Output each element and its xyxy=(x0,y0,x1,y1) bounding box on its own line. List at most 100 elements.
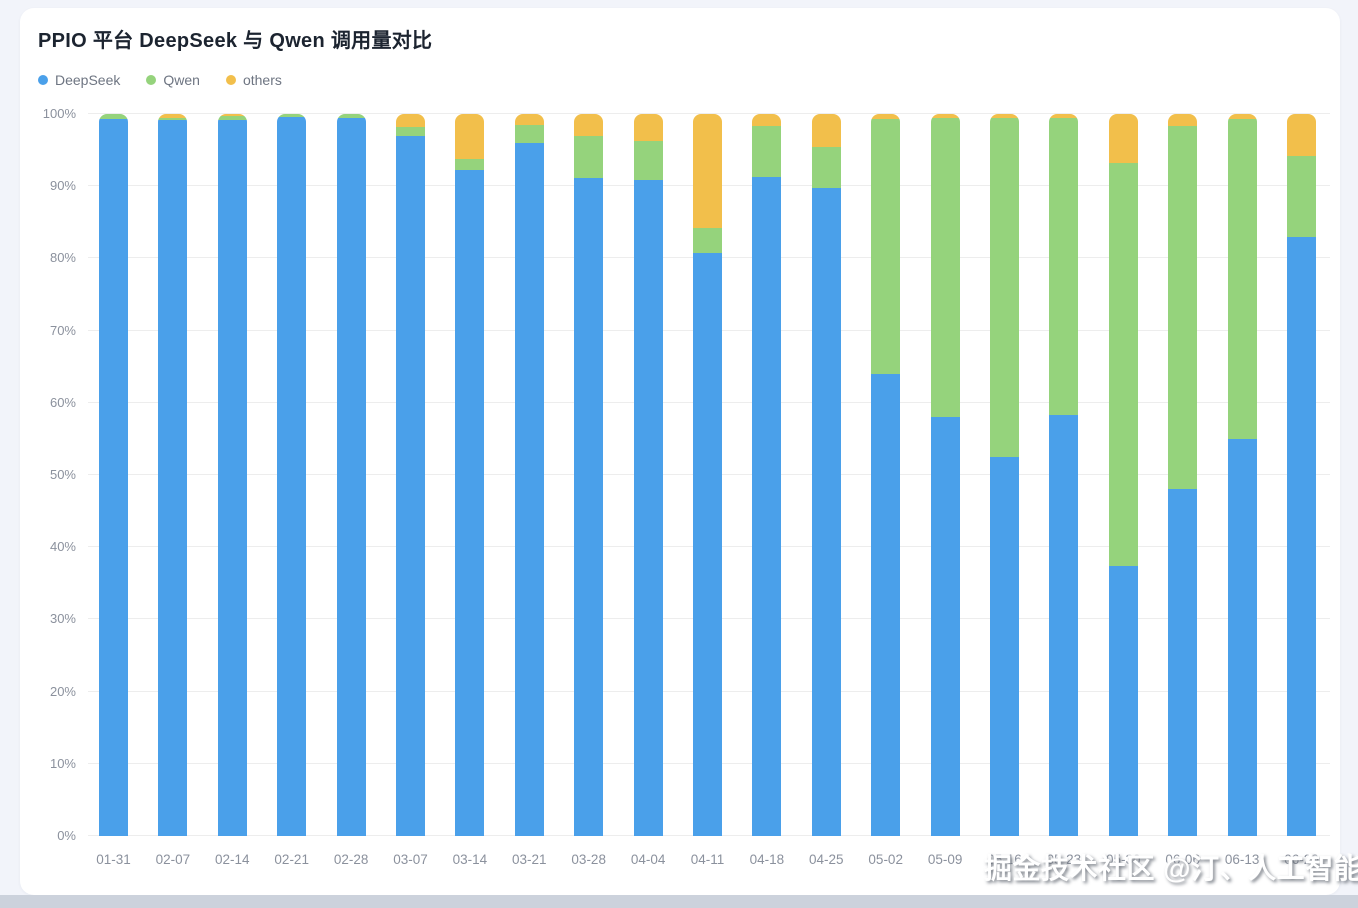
stacked-bar-06-13 xyxy=(1227,114,1257,836)
y-tick-label: 10% xyxy=(49,755,76,771)
bar-segment-deepseek xyxy=(99,119,128,836)
y-tick-label: 70% xyxy=(49,322,76,338)
bar-segment-others xyxy=(514,114,544,125)
chart-title: PPIO 平台 DeepSeek 与 Qwen 调用量对比 xyxy=(38,30,433,52)
stacked-bar-04-04 xyxy=(633,114,663,836)
bar-segment-qwen xyxy=(990,117,1019,457)
x-tick-label: 04-18 xyxy=(749,852,785,867)
bar-segment-deepseek xyxy=(336,118,366,836)
stacked-bar-05-09 xyxy=(930,114,960,836)
bar-segment-qwen xyxy=(811,147,841,188)
bar-segment-qwen xyxy=(1168,126,1198,490)
bar-segment-others xyxy=(990,114,1019,118)
bar-segment-others xyxy=(1227,114,1257,120)
x-tick-label: 05-09 xyxy=(927,852,963,867)
x-tick-label: 06-06 xyxy=(1165,852,1200,867)
bar-segment-deepseek xyxy=(455,170,485,836)
x-tick-label: 02-14 xyxy=(215,852,250,867)
stacked-bar-06-20 xyxy=(1287,114,1316,836)
bar-segment-qwen xyxy=(336,114,366,119)
bar-segment-others xyxy=(811,114,841,148)
chart-card: PPIO 平台 DeepSeek 与 Qwen 调用量对比 DeepSeek Qw… xyxy=(20,8,1340,895)
bar-segment-deepseek xyxy=(574,178,604,836)
bar-segment-others xyxy=(930,114,960,118)
bar-segment-deepseek xyxy=(158,119,188,836)
bar-segment-others xyxy=(574,114,604,137)
bar-segment-qwen xyxy=(574,136,604,179)
stacked-bar-02-14 xyxy=(217,114,247,836)
bar-segment-qwen xyxy=(633,141,663,181)
bottom-strip xyxy=(0,895,1358,908)
x-tick-label: 03-21 xyxy=(512,852,547,867)
x-axis: 01-31 02-07 02-14 02-21 02-28 03-07 03-14 03-21… xyxy=(88,850,1330,876)
stacked-bar-04-11 xyxy=(693,114,722,836)
stacked-bar-04-25 xyxy=(811,114,841,836)
bar-segment-qwen xyxy=(99,114,128,120)
y-tick-label: 100% xyxy=(42,106,76,121)
y-tick-label: 0% xyxy=(57,828,76,843)
bar-segment-deepseek xyxy=(514,142,544,836)
bar-segment-deepseek xyxy=(217,119,247,836)
bar-segment-deepseek xyxy=(811,187,841,836)
bar-segment-qwen xyxy=(1227,119,1257,439)
bar-segment-others xyxy=(1049,114,1079,118)
y-tick-label: 50% xyxy=(49,467,76,482)
bar-segment-deepseek xyxy=(930,417,960,836)
bar-segment-deepseek xyxy=(396,135,425,836)
bar-segment-qwen xyxy=(277,114,307,117)
legend-item-qwen[interactable]: Qwen xyxy=(146,72,200,88)
bar-segment-others xyxy=(396,114,425,128)
bar-segment-qwen xyxy=(1108,163,1138,566)
legend-dot-icon xyxy=(38,75,48,85)
stacked-bar-03-21 xyxy=(514,114,544,836)
stacked-bar-06-06 xyxy=(1168,114,1198,836)
bar-segment-deepseek xyxy=(693,253,722,836)
y-tick-label: 60% xyxy=(49,394,76,410)
stacked-bar-03-14 xyxy=(455,114,485,836)
bar-segment-deepseek xyxy=(1287,237,1316,836)
bar-segment-qwen xyxy=(396,127,425,136)
bar-segment-others xyxy=(1108,114,1138,164)
x-tick-label: 02-28 xyxy=(333,852,369,867)
x-tick-label: 03-07 xyxy=(393,852,428,867)
stacked-bar-05-16 xyxy=(990,114,1019,836)
y-axis: 0% 10% 20% 30% 40% 50% 60% 70% 80% 90% 100% xyxy=(20,106,76,843)
gridline xyxy=(88,113,1330,114)
y-tick-label: 20% xyxy=(49,683,76,699)
bar-segment-qwen xyxy=(1287,155,1316,238)
plot-area xyxy=(88,113,1330,836)
bar-segment-others xyxy=(752,114,782,126)
bar-segment-others xyxy=(158,114,188,118)
bar-segment-qwen xyxy=(930,117,960,418)
legend-label: others xyxy=(242,72,282,88)
legend-item-others[interactable]: others xyxy=(225,72,282,88)
bar-segment-deepseek xyxy=(1227,438,1257,836)
bar-segment-others xyxy=(1168,114,1198,127)
x-tick-label: 06-13 xyxy=(1224,852,1260,867)
x-tick-label: 05-02 xyxy=(868,852,903,867)
legend-label: DeepSeek xyxy=(55,72,121,88)
stacked-bar-05-30 xyxy=(1108,114,1138,836)
legend-item-deepseek[interactable]: DeepSeek xyxy=(38,72,120,88)
bar-segment-qwen xyxy=(158,117,188,120)
bar-segment-others xyxy=(871,114,901,120)
bar-segment-deepseek xyxy=(990,456,1019,836)
stacked-bar-02-28 xyxy=(336,114,366,836)
stacked-bar-05-02 xyxy=(871,114,901,836)
bar-segment-deepseek xyxy=(1108,565,1138,836)
bar-segment-deepseek xyxy=(277,116,307,836)
y-tick-label: 90% xyxy=(49,178,76,194)
stacked-bar-04-18 xyxy=(752,114,782,836)
bar-segment-qwen xyxy=(1049,117,1079,416)
x-tick-label: 05-16 xyxy=(987,852,1022,867)
bar-segment-deepseek xyxy=(1049,415,1079,836)
stacked-bar-03-07 xyxy=(396,114,425,836)
legend: DeepSeek Qwen others xyxy=(38,70,282,90)
x-tick-label: 03-28 xyxy=(571,852,606,867)
bar-segment-qwen xyxy=(514,124,544,143)
bar-segment-qwen xyxy=(455,158,485,171)
x-tick-label: 02-07 xyxy=(155,852,191,867)
stacked-bar-02-07 xyxy=(158,114,188,836)
bar-segment-others xyxy=(217,114,247,117)
x-tick-label: 02-21 xyxy=(274,852,309,867)
